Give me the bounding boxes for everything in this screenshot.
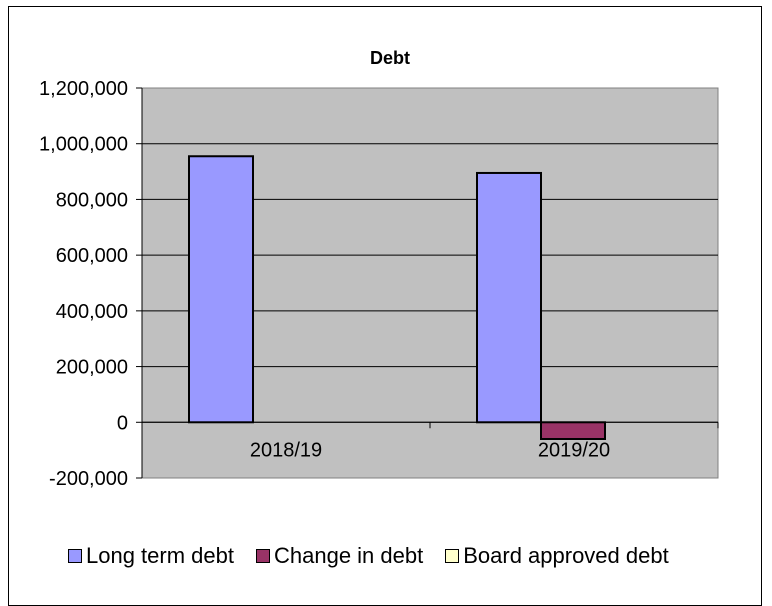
x-tick-label: 2018/19 [250, 439, 322, 461]
x-tick-label: 2019/20 [538, 439, 610, 461]
y-tick-label: -200,000 [49, 468, 128, 490]
chart-title: Debt [370, 48, 410, 68]
y-tick-label: 400,000 [56, 301, 128, 323]
legend-item-board-approved-debt: Board approved debt [445, 543, 669, 569]
legend-swatch-change-in-debt [255, 549, 270, 563]
y-tick-label: 0 [117, 412, 128, 434]
legend-item-long-term-debt: Long term debt [68, 543, 234, 569]
legend-swatch-long-term-debt [68, 549, 82, 563]
legend-item-change-in-debt: Change in debt [255, 543, 424, 569]
y-tick-label: 1,200,000 [39, 78, 128, 100]
legend-swatch-board-approved-debt [445, 549, 460, 563]
bar-change-in-debt-2019-20 [540, 421, 606, 440]
y-tick-label: 800,000 [56, 189, 128, 211]
legend-label-long-term-debt: Long term debt [86, 543, 234, 568]
y-tick-label: 600,000 [56, 245, 128, 267]
legend-label-board-approved-debt: Board approved debt [463, 543, 669, 568]
y-tick-label: 200,000 [56, 357, 128, 379]
bar-long-term-debt-2018-19 [188, 155, 254, 424]
chart-legend: Long term debt Change in debt Board appr… [68, 543, 669, 569]
y-tick-label: 1,000,000 [39, 134, 128, 156]
bar-long-term-debt-2019-20 [476, 171, 542, 424]
legend-label-change-in-debt: Change in debt [273, 543, 424, 568]
